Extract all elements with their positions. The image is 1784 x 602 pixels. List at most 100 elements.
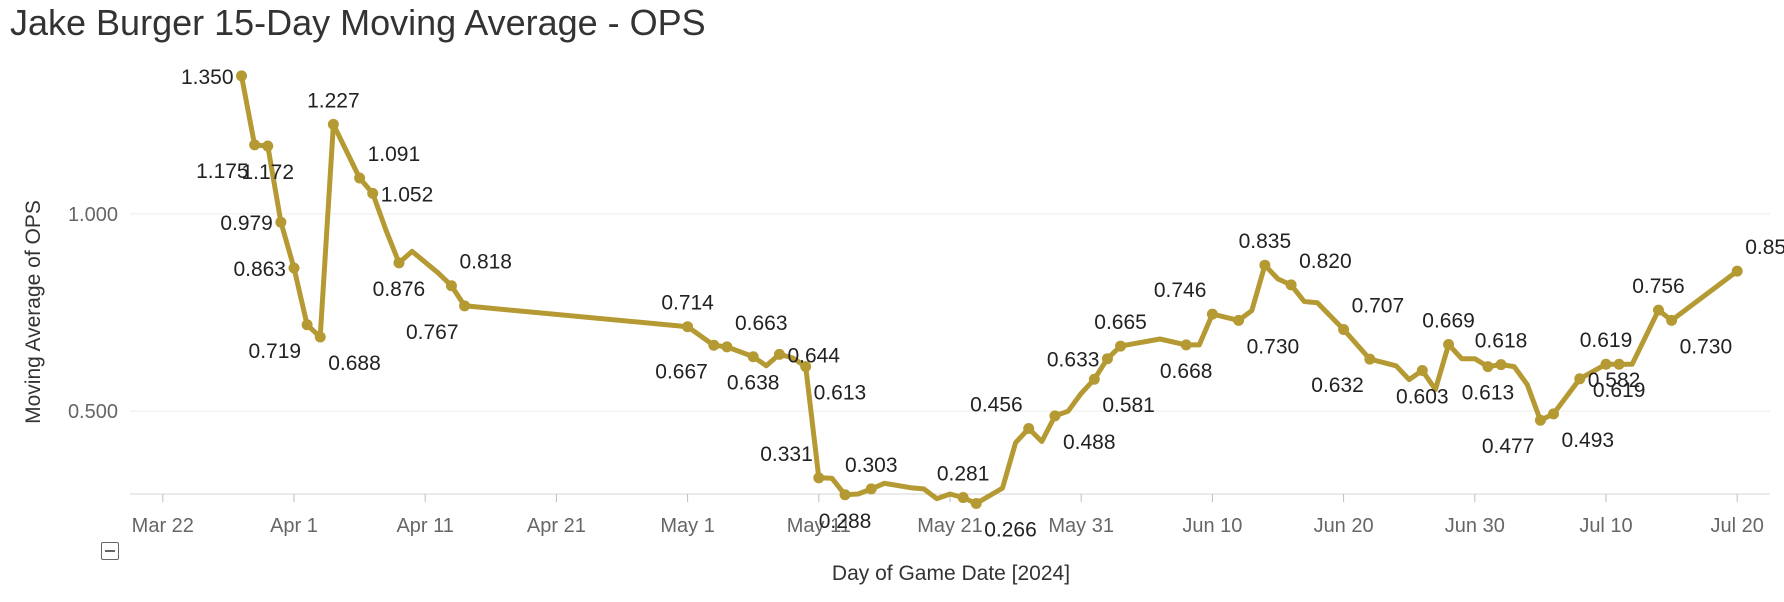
data-label: 0.633 <box>1047 349 1100 372</box>
data-label: 0.746 <box>1154 279 1207 302</box>
x-axis-ticks: Mar 22 Apr 1 Apr 11 Apr 21 May 1 May 11 May 21… <box>132 494 1764 537</box>
data-point <box>1180 339 1192 351</box>
data-label: 1.172 <box>241 161 294 184</box>
data-label: 0.820 <box>1299 250 1352 273</box>
data-point <box>1049 410 1061 422</box>
x-axis-title: Day of Game Date [2024] <box>832 562 1070 585</box>
x-tick-label: Apr 11 <box>396 515 453 537</box>
x-tick-label: Apr 21 <box>527 515 586 537</box>
data-label: 0.619 <box>1580 329 1633 352</box>
data-label: 0.688 <box>328 352 381 375</box>
y-tick-label: 1.000 <box>68 204 118 226</box>
data-label: 0.581 <box>1102 394 1155 417</box>
data-point <box>1534 414 1546 426</box>
data-point <box>721 341 733 353</box>
data-point <box>275 216 287 228</box>
x-tick-label: Jun 30 <box>1445 515 1505 537</box>
x-tick-label: Mar 22 <box>132 515 194 537</box>
y-tick-label: 0.500 <box>68 401 118 423</box>
data-point <box>1613 358 1625 370</box>
data-label: 0.456 <box>970 394 1023 417</box>
x-tick-label: May 31 <box>1048 515 1114 537</box>
data-point <box>354 172 366 184</box>
data-label: 0.876 <box>373 278 426 301</box>
y-axis-title: Moving Average of OPS <box>22 200 45 424</box>
data-label: 1.350 <box>181 66 234 89</box>
x-tick-label: Jun 10 <box>1182 515 1242 537</box>
data-point <box>393 257 405 269</box>
data-point <box>800 361 812 373</box>
data-point <box>1285 279 1297 291</box>
data-point <box>1548 408 1560 420</box>
data-point <box>1666 314 1678 326</box>
data-label: 0.730 <box>1680 335 1733 358</box>
data-label: 1.091 <box>368 143 421 166</box>
data-label: 0.266 <box>984 518 1037 541</box>
data-label: 0.331 <box>760 443 813 466</box>
data-label: 0.669 <box>1422 309 1475 332</box>
data-point <box>682 321 694 333</box>
data-points <box>236 70 1743 509</box>
data-point <box>708 339 720 351</box>
series-line-layer <box>239 73 1740 506</box>
data-point <box>1259 259 1271 271</box>
data-point <box>957 492 969 504</box>
data-point <box>301 319 313 331</box>
data-label: 0.644 <box>787 344 840 367</box>
data-label: 0.618 <box>1475 330 1528 353</box>
collapse-toggle-button[interactable] <box>101 542 119 560</box>
data-label: 0.477 <box>1482 435 1535 458</box>
x-tick-label: Jul 10 <box>1579 515 1632 537</box>
chart-title: Jake Burger 15-Day Moving Average - OPS <box>10 2 706 43</box>
data-label: 1.175 <box>196 160 249 183</box>
data-label: 0.281 <box>937 463 990 486</box>
data-point <box>1731 265 1743 277</box>
data-point <box>236 70 248 82</box>
data-label: 0.835 <box>1239 230 1292 253</box>
x-tick-label: Apr 1 <box>270 515 318 537</box>
data-label: 0.979 <box>220 212 273 235</box>
data-label: 0.707 <box>1352 294 1405 317</box>
data-point <box>288 262 300 274</box>
data-point <box>773 348 785 360</box>
data-point <box>1088 373 1100 385</box>
data-label: 0.719 <box>249 340 302 363</box>
data-label: 0.582 <box>1588 369 1641 392</box>
data-point <box>1023 423 1035 435</box>
data-label: 0.665 <box>1094 311 1147 334</box>
data-label: 0.603 <box>1396 386 1449 409</box>
x-tick-label: May 11 <box>787 515 851 537</box>
x-tick-label: Jun 20 <box>1314 515 1374 537</box>
data-point <box>1233 314 1245 326</box>
data-point <box>1364 353 1376 365</box>
data-point <box>1338 323 1350 335</box>
data-label: 0.668 <box>1160 360 1213 383</box>
data-point <box>445 280 457 292</box>
data-label: 0.632 <box>1311 374 1364 397</box>
x-tick-label: May 21 <box>917 515 983 537</box>
data-label: 0.855 <box>1745 236 1784 259</box>
data-point <box>1574 373 1586 385</box>
data-label: 0.493 <box>1562 429 1615 452</box>
data-point <box>459 300 471 312</box>
data-point <box>1482 361 1494 373</box>
data-label: 0.667 <box>655 360 708 383</box>
data-label: 0.638 <box>727 372 780 395</box>
data-point <box>249 139 261 151</box>
series-line <box>239 73 1740 506</box>
data-label: 0.303 <box>845 454 898 477</box>
y-axis-ticks: 0.500 1.000 <box>68 204 118 423</box>
data-label: 0.619 <box>1593 379 1646 402</box>
data-point <box>839 489 851 501</box>
data-label: 0.613 <box>1462 382 1515 405</box>
data-point <box>1495 359 1507 371</box>
data-point <box>1652 304 1664 316</box>
data-label: 0.863 <box>233 258 286 281</box>
gridlines <box>130 213 1770 412</box>
data-point <box>747 351 759 363</box>
x-tick-label: May 1 <box>660 515 714 537</box>
data-label: 0.756 <box>1632 275 1685 298</box>
data-point <box>314 331 326 343</box>
